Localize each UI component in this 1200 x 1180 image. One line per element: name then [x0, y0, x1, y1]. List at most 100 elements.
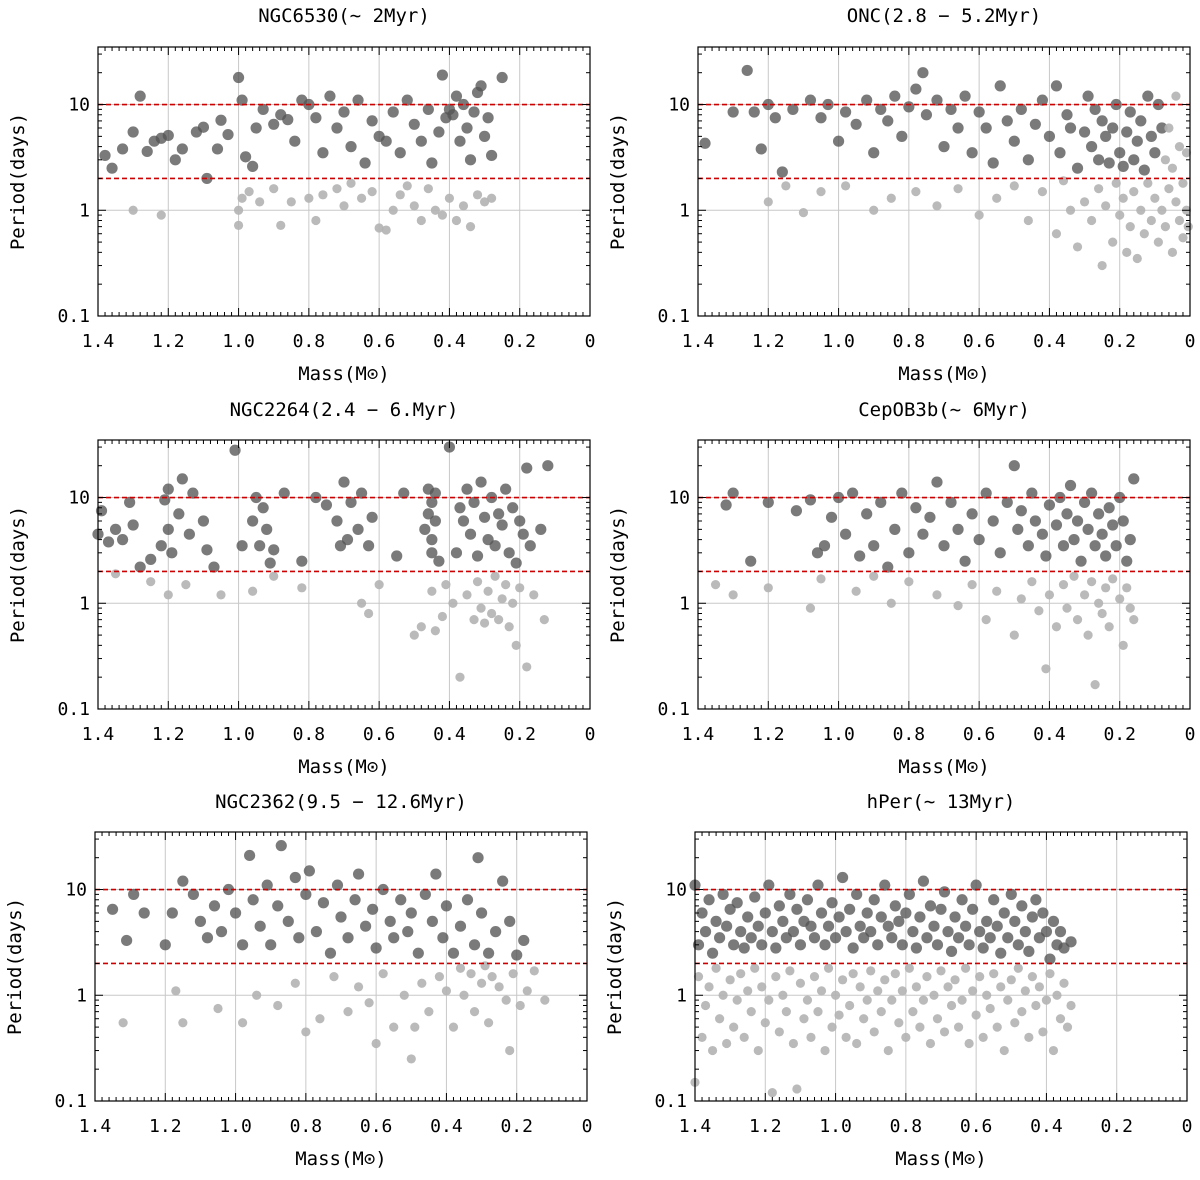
data-point — [434, 972, 444, 982]
data-point — [1118, 640, 1128, 650]
data-point — [415, 135, 427, 147]
data-point — [795, 978, 806, 988]
data-point — [875, 496, 887, 508]
data-point — [697, 1032, 707, 1042]
data-point — [159, 494, 171, 506]
x-tick-label: 1.4 — [82, 331, 115, 352]
data-point — [696, 907, 708, 919]
data-point — [820, 1045, 830, 1056]
data-point — [433, 126, 445, 138]
data-point — [236, 540, 248, 552]
data-point — [1027, 577, 1037, 587]
data-point — [996, 982, 1006, 992]
x-tick-label: 1.0 — [822, 724, 855, 745]
data-point — [804, 94, 817, 106]
data-point — [341, 534, 354, 546]
data-point — [1016, 594, 1026, 604]
data-point — [268, 118, 280, 130]
data-point — [900, 907, 912, 919]
data-point — [1128, 154, 1140, 166]
data-point — [1160, 222, 1170, 232]
data-point — [479, 618, 490, 628]
data-point — [1008, 135, 1020, 147]
data-point — [784, 888, 796, 900]
data-point — [903, 547, 915, 559]
data-point — [869, 205, 879, 215]
data-point — [282, 114, 294, 126]
data-point — [430, 205, 440, 215]
data-point — [454, 502, 466, 514]
data-point — [710, 915, 722, 927]
data-point — [699, 926, 712, 938]
data-point — [1037, 187, 1047, 197]
data-point — [352, 868, 365, 880]
data-point — [286, 197, 296, 207]
data-point — [822, 920, 835, 932]
y-tick-label: 0.1 — [57, 699, 90, 720]
data-point — [875, 103, 887, 115]
panel-1: 1.4 1.2 1.0 0.8 0.6 0.4 0.2 0 0.1 1 10 NGC6530(∼ 2M… — [7, 5, 595, 385]
data-point — [827, 1022, 837, 1032]
data-point — [457, 98, 470, 111]
data-point — [472, 577, 483, 587]
data-point — [250, 122, 262, 134]
data-point — [727, 487, 739, 499]
data-point — [430, 868, 442, 880]
data-point — [252, 990, 262, 1000]
data-point — [693, 972, 704, 982]
data-point — [1171, 197, 1181, 207]
x-tick-label: 0 — [582, 1116, 593, 1137]
data-point — [106, 162, 118, 174]
data-point — [1108, 574, 1118, 584]
data-point — [852, 1038, 862, 1049]
x-tick-label: 0.4 — [1033, 331, 1066, 352]
data-point — [232, 71, 245, 84]
data-point — [715, 1014, 725, 1024]
x-tick-label: 1.2 — [149, 1116, 182, 1137]
data-point — [987, 515, 999, 527]
x-tick-label: 0.8 — [293, 724, 326, 745]
data-point — [410, 1022, 420, 1032]
data-point — [855, 982, 865, 992]
data-point — [1167, 163, 1178, 173]
data-point — [725, 975, 735, 985]
data-point — [345, 496, 357, 508]
data-point — [141, 145, 153, 158]
data-point — [269, 184, 279, 194]
data-point — [805, 920, 817, 932]
data-point — [1115, 594, 1125, 604]
data-point — [356, 598, 367, 608]
data-point — [999, 1045, 1009, 1056]
data-point — [535, 523, 547, 535]
data-point — [237, 939, 249, 951]
series-fast-rotators — [118, 961, 550, 1064]
data-point — [127, 519, 139, 531]
data-point — [939, 1027, 950, 1037]
data-point — [1024, 1032, 1034, 1042]
data-point — [741, 64, 753, 77]
data-point — [981, 615, 991, 625]
data-point — [859, 1014, 869, 1024]
data-point — [1117, 515, 1129, 527]
data-point — [338, 106, 350, 118]
data-point — [794, 939, 807, 951]
data-point — [1117, 160, 1129, 172]
data-point — [1167, 247, 1178, 257]
x-tick-label: 0.6 — [363, 724, 396, 745]
data-point — [774, 1027, 784, 1037]
data-point — [244, 849, 256, 862]
data-point — [886, 932, 898, 944]
data-point — [454, 920, 467, 932]
data-point — [500, 483, 512, 495]
x-tick-label: 0.2 — [1100, 1116, 1133, 1137]
x-tick-label: 1.2 — [749, 1116, 782, 1137]
data-point — [301, 1027, 311, 1037]
data-point — [987, 157, 999, 169]
data-point — [255, 197, 265, 207]
data-point — [426, 547, 438, 559]
data-point — [917, 67, 929, 79]
data-point — [412, 947, 424, 959]
data-point — [882, 920, 894, 932]
data-point — [1094, 184, 1104, 194]
